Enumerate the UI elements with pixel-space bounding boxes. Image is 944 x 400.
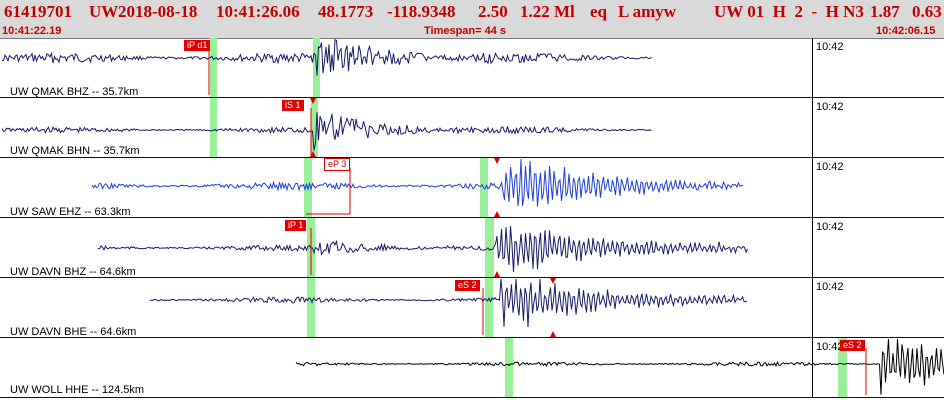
arrival-window [210,38,217,97]
waveform-panel[interactable]: 10:42 eS 2 UW DAVN BHE -- 64.6km [0,278,944,338]
arrival-window [485,218,494,277]
quality-value: 0.63 [912,2,942,21]
minute-label: 10:42 [816,341,844,353]
seismogram-trace [295,338,944,395]
minute-tick [812,278,813,337]
minute-label: 10:42 [816,101,844,113]
waveform-plot [149,278,748,337]
waveform-plot [295,338,944,397]
arrival-window [210,98,217,157]
seismogram-trace [91,158,744,207]
arrival-window [485,278,493,337]
arrival-marker-bottom [310,151,316,157]
depth: 2.50 [478,2,508,21]
waveform-plot [1,38,652,97]
time-range-line: 10:41:22.19 Timespan= 44 s 10:42:06.15 [0,25,944,39]
seismogram-trace [1,112,652,151]
arrival-window [838,338,847,397]
channel-label: UW SAW EHZ -- 63.3km [10,206,131,218]
waveform-plot [97,218,748,277]
event-type: eq [590,2,607,21]
minute-label: 10:42 [816,41,844,53]
arrival-marker-top [494,158,500,164]
arrival-marker-top [550,278,556,284]
window-end-time: 10:42:06.15 [876,25,936,37]
phase-pick-label[interactable]: iP d1 [184,40,211,51]
arrival-marker-bottom [494,211,500,217]
arrival-window [505,338,513,397]
minute-label: 10:42 [816,221,844,233]
waveform-plot [1,98,652,157]
channel-label: UW DAVN BHE -- 64.6km [10,326,137,338]
rms-value: 1.87 [870,2,900,21]
longitude: -118.9348 [387,2,456,21]
event-id: 61419701 [4,2,72,21]
event-summary-line: 61419701 UW 2018-08-18 10:41:26.06 48.17… [4,2,944,22]
minute-tick [812,338,813,397]
minute-tick [812,38,813,97]
latitude: 48.1773 [318,2,374,21]
event-flags: L amyw [618,2,677,21]
window-start-time: 10:41:22.19 [2,25,62,37]
arrival-marker-bottom [494,271,500,277]
arrival-window [311,98,318,157]
arrival-marker-top [310,98,316,104]
waveform-panel[interactable]: 10:42 iP 1 UW DAVN BHZ -- 64.6km [0,218,944,278]
channel-label: UW DAVN BHZ -- 64.6km [10,266,136,278]
seismogram-trace [1,38,652,76]
minute-label: 10:42 [816,281,844,293]
seismogram-trace [97,226,748,273]
waveform-panel[interactable]: 10:42 iS 1 UW QMAK BHN -- 35.7km [0,98,944,158]
phase-pick-label[interactable]: eS 2 [455,280,480,291]
phase-pick-label[interactable]: iP 1 [285,220,307,231]
channel-label: UW QMAK BHZ -- 35.7km [10,86,139,98]
event-network: UW [89,2,119,21]
timespan-label: Timespan= 44 s [424,25,507,37]
minute-tick [812,218,813,277]
waveform-panel[interactable]: 10:42 iP d1 UW QMAK BHZ -- 35.7km [0,38,944,98]
waveform-panel[interactable]: 10:42 eS 2 UW WOLL HHE -- 124.5km [0,338,944,398]
arrival-marker-bottom [550,331,556,337]
waveform-panels: 10:42 iP d1 UW QMAK BHZ -- 35.7km 10:42 iS 1… [0,38,944,400]
phase-pick-label[interactable]: eS 2 [840,340,865,351]
channel-label: UW QMAK BHN -- 35.7km [10,145,140,157]
waveform-plot [91,158,744,217]
seismogram-trace [149,278,748,328]
minute-label: 10:42 [816,161,844,173]
minute-tick [812,158,813,217]
magnitude: 1.22 Ml [520,2,575,21]
event-header: 61419701 UW 2018-08-18 10:41:26.06 48.17… [0,0,944,39]
origin-time: 10:41:26.06 [216,2,300,21]
phase-pick-label[interactable]: iS 1 [282,100,304,111]
arrival-window [307,278,315,337]
origin-date: 2018-08-18 [118,2,198,21]
waveform-panel[interactable]: 10:42 eP 3 UW SAW EHZ -- 63.3km [0,158,944,218]
summary-codes: UW 01 H 2 - H N3 [714,2,864,21]
minute-tick [812,98,813,157]
phase-pick-label[interactable]: eP 3 [324,158,351,171]
channel-label: UW WOLL HHE -- 124.5km [10,384,145,396]
